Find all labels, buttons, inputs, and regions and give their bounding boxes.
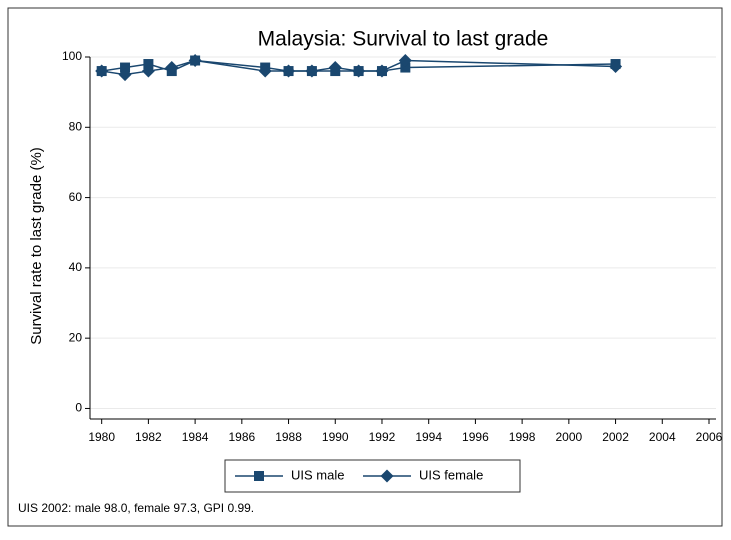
- x-tick-label: 1988: [275, 430, 302, 444]
- y-tick-label: 0: [75, 401, 82, 415]
- y-tick-label: 20: [69, 330, 83, 344]
- marker-square: [400, 62, 411, 73]
- x-tick-label: 2004: [649, 430, 676, 444]
- note: UIS 2002: male 98.0, female 97.3, GPI 0.…: [18, 501, 254, 515]
- marker-diamond: [375, 64, 389, 78]
- marker-diamond: [282, 64, 296, 78]
- marker-diamond: [305, 64, 319, 78]
- marker-diamond: [380, 469, 394, 483]
- y-tick-label: 100: [62, 49, 82, 63]
- marker-diamond: [609, 59, 623, 73]
- marker-square: [120, 62, 131, 73]
- marker-diamond: [141, 64, 155, 78]
- marker-diamond: [352, 64, 366, 78]
- x-tick-label: 1998: [509, 430, 536, 444]
- marker-diamond: [328, 61, 342, 75]
- legend-label: UIS male: [291, 467, 344, 482]
- marker-diamond: [118, 68, 132, 82]
- x-tick-label: 1982: [135, 430, 162, 444]
- marker-diamond: [165, 61, 179, 75]
- marker-diamond: [95, 64, 109, 78]
- chart-title: Malaysia: Survival to last grade: [258, 28, 549, 51]
- frame: [7, 7, 723, 527]
- x-tick-label: 1980: [88, 430, 115, 444]
- x-tick-label: 2006: [696, 430, 723, 444]
- x-tick-label: 1994: [415, 430, 442, 444]
- x-tick-label: 1990: [322, 430, 349, 444]
- x-tick-label: 1984: [182, 430, 209, 444]
- marker-square: [143, 59, 154, 70]
- x-tick-label: 2000: [555, 430, 582, 444]
- marker-square: [254, 471, 264, 481]
- marker-diamond: [258, 64, 272, 78]
- marker-diamond: [188, 54, 202, 68]
- marker-diamond: [398, 54, 412, 68]
- x-tick-label: 1992: [369, 430, 396, 444]
- legend-label: UIS female: [419, 467, 483, 482]
- x-tick-label: 2002: [602, 430, 629, 444]
- x-tick-label: 1996: [462, 430, 489, 444]
- y-tick-label: 40: [69, 260, 83, 274]
- x-tick-label: 1986: [228, 430, 255, 444]
- y-tick-label: 60: [69, 190, 83, 204]
- y-tick-label: 80: [69, 119, 83, 133]
- y-axis-label: Survival rate to last grade (%): [28, 147, 45, 345]
